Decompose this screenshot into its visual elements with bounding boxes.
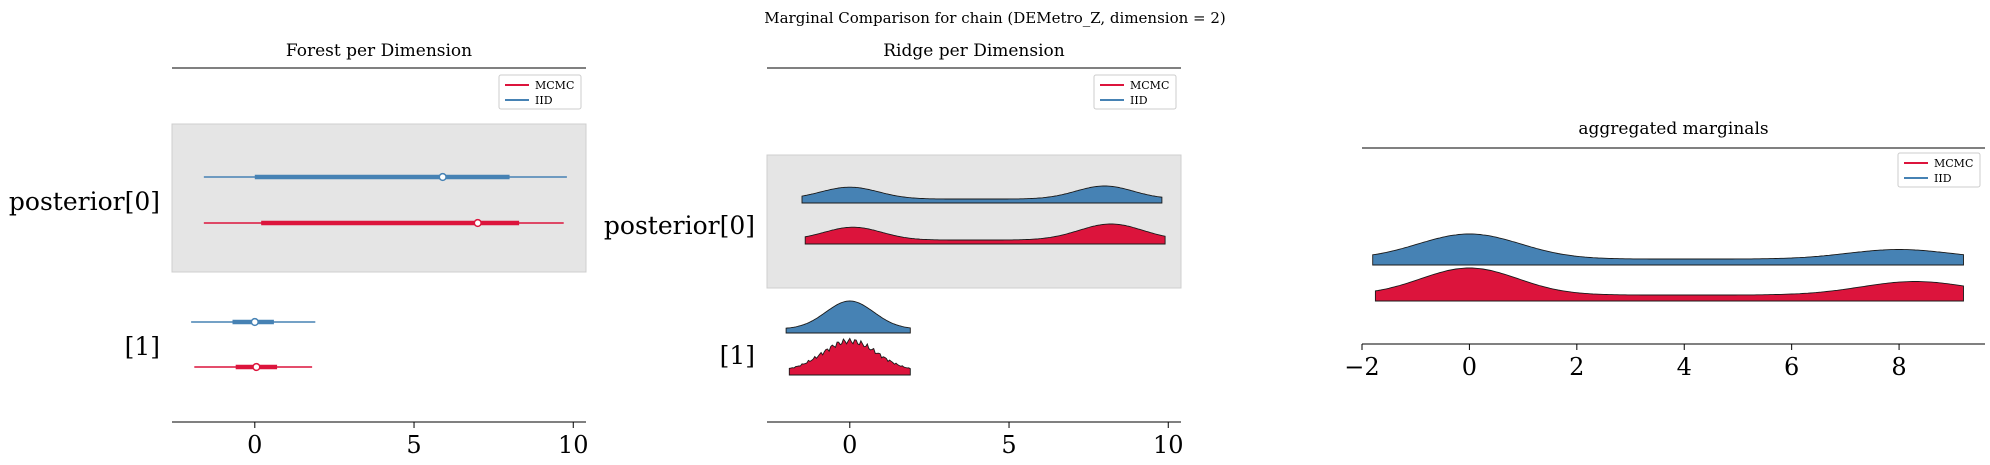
ridge-x-ticks: 0 5 10 bbox=[842, 422, 1184, 459]
x-tick-label: 5 bbox=[406, 431, 421, 459]
ridge-legend-iid: IID bbox=[1130, 94, 1148, 107]
aggregated-panel: aggregated marginals −2 0 2 4 6 8 MCMC IID bbox=[1344, 119, 1985, 381]
figure-suptitle: Marginal Comparison for chain (DEMetro_Z… bbox=[764, 9, 1226, 27]
x-tick-label: 10 bbox=[1153, 431, 1184, 459]
x-tick-label: 10 bbox=[558, 431, 589, 459]
aggregated-legend-iid: IID bbox=[1934, 172, 1952, 185]
aggregated-density-iid bbox=[1372, 233, 1964, 266]
forest-legend-mcmc: MCMC bbox=[535, 79, 574, 92]
forest-x-ticks: 0 5 10 bbox=[247, 422, 589, 459]
posterior0-band bbox=[171, 123, 587, 273]
x-tick-label: 6 bbox=[1784, 353, 1799, 381]
forest-median-point bbox=[252, 362, 261, 372]
ridge-posterior0-band bbox=[766, 154, 1182, 289]
aggregated-legend-mcmc: MCMC bbox=[1934, 157, 1973, 170]
ridge-row-label-posterior0: posterior[0] bbox=[604, 211, 755, 240]
forest-legend: MCMC IID bbox=[498, 74, 582, 110]
ridge-title: Ridge per Dimension bbox=[883, 41, 1065, 61]
forest-title: Forest per Dimension bbox=[286, 41, 472, 61]
forest-row-label-1: [1] bbox=[125, 332, 160, 361]
ridge-legend: MCMC IID bbox=[1093, 74, 1177, 110]
x-tick-label: −2 bbox=[1344, 353, 1379, 381]
forest-marks bbox=[191, 172, 567, 372]
ridge-density-mcmc bbox=[804, 223, 1166, 245]
aggregated-density-mcmc bbox=[1374, 267, 1964, 302]
ridge-marks bbox=[785, 185, 1166, 376]
x-tick-label: 0 bbox=[1462, 353, 1477, 381]
forest-median-point bbox=[473, 218, 482, 228]
x-tick-label: 8 bbox=[1891, 353, 1906, 381]
forest-legend-iid: IID bbox=[535, 94, 553, 107]
forest-panel: Forest per Dimension 0 5 10 posterior[0] [… bbox=[9, 41, 589, 459]
ridge-panel: Ridge per Dimension 0 5 10 posterior[0] [1… bbox=[604, 41, 1184, 459]
forest-median-point bbox=[438, 172, 447, 182]
x-tick-label: 2 bbox=[1569, 353, 1584, 381]
ridge-legend-mcmc: MCMC bbox=[1130, 79, 1169, 92]
forest-row-label-posterior0: posterior[0] bbox=[9, 187, 160, 216]
ridge-density-mcmc bbox=[788, 337, 911, 376]
x-tick-label: 0 bbox=[842, 431, 857, 459]
forest-median-point bbox=[250, 317, 259, 327]
aggregated-legend: MCMC IID bbox=[1897, 152, 1981, 188]
ridge-density-iid bbox=[801, 185, 1163, 204]
x-tick-label: 4 bbox=[1677, 353, 1692, 381]
aggregated-marks bbox=[1372, 233, 1964, 302]
ridge-row-label-1: [1] bbox=[720, 341, 755, 370]
ridge-density-iid bbox=[785, 300, 911, 334]
x-tick-label: 0 bbox=[247, 431, 262, 459]
x-tick-label: 5 bbox=[1001, 431, 1016, 459]
aggregated-x-ticks: −2 0 2 4 6 8 bbox=[1344, 344, 1907, 381]
aggregated-title: aggregated marginals bbox=[1578, 119, 1768, 139]
